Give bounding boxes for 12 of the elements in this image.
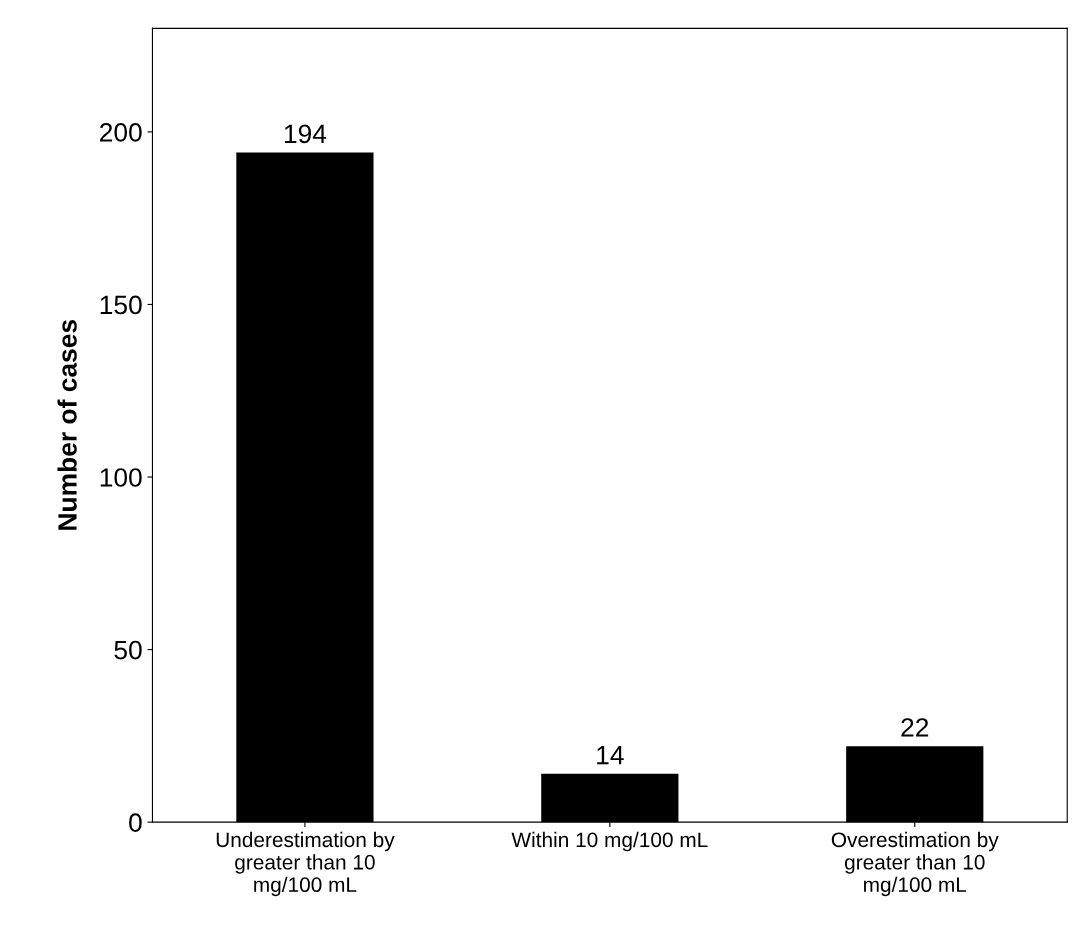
y-axis-title: Number of cases (57, 320, 77, 530)
x-tick-label: Overestimation by greater than 10 mg/100 mL (831, 831, 999, 897)
x-tick-label: Underestimation by greater than 10 mg/100 mL (216, 831, 395, 897)
y-tick-label: 50 (114, 640, 142, 660)
data-label: 194 (284, 124, 327, 144)
y-tick-label: 100 (100, 468, 142, 487)
y-tick-label: 150 (100, 295, 142, 315)
x-tick-label: Within 10 mg/100 mL (511, 831, 708, 852)
data-label: 22 (901, 718, 929, 737)
data-label: 14 (597, 746, 624, 765)
y-tick-label: 200 (100, 123, 142, 142)
y-tick-label: 0 (129, 813, 142, 832)
